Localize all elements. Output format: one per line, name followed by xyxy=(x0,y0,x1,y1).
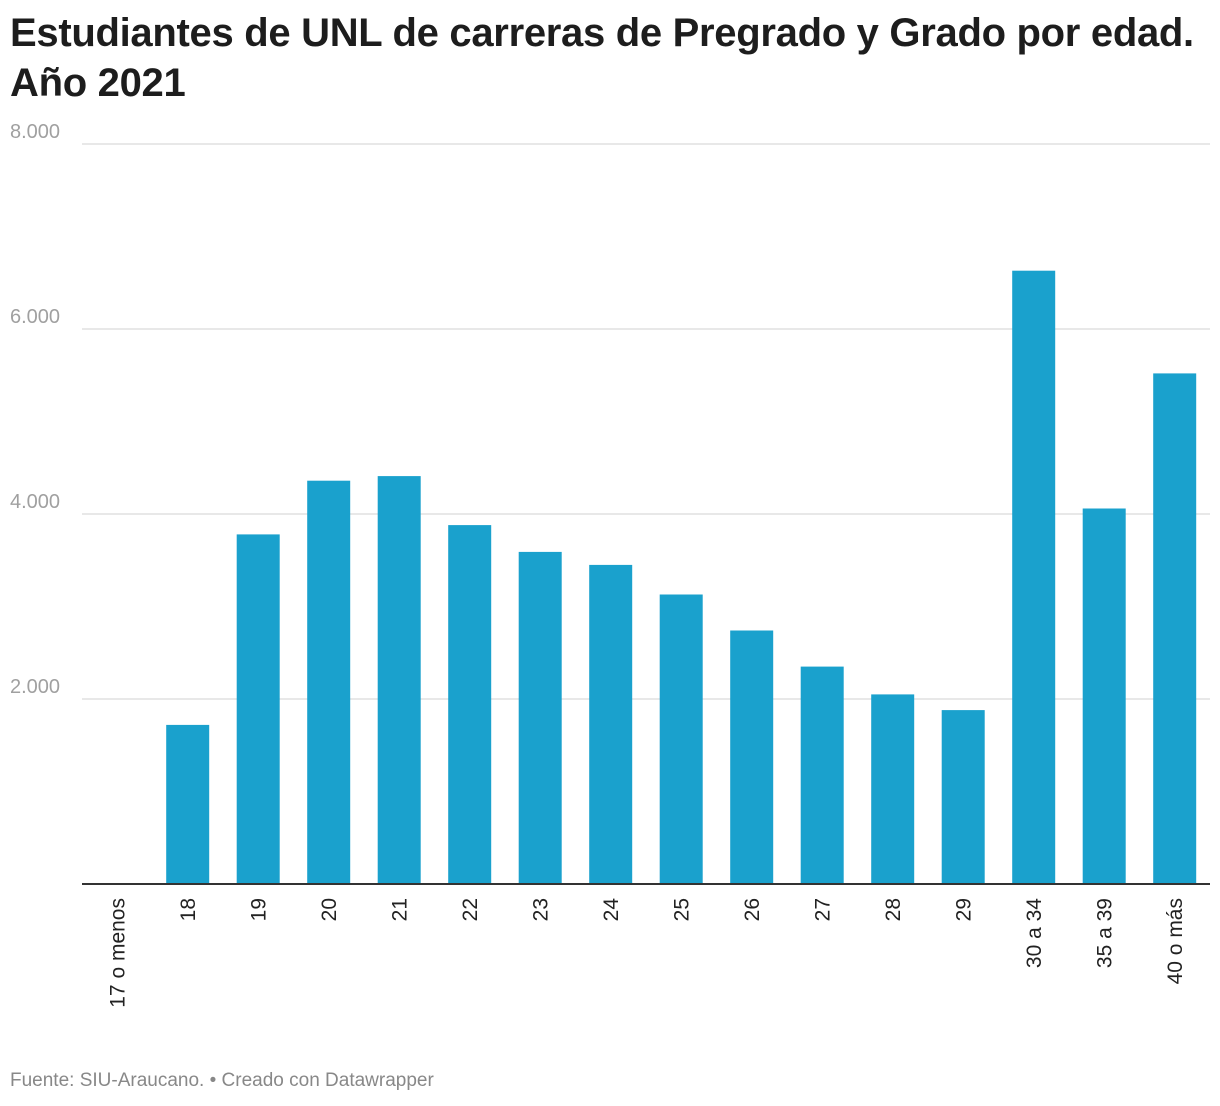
x-tick-label: 30 a 34 xyxy=(1023,898,1046,968)
x-tick-label: 23 xyxy=(529,898,552,921)
y-tick-label: 8.000 xyxy=(10,121,60,143)
bar-20 xyxy=(307,480,351,884)
x-tick-label: 26 xyxy=(741,898,764,921)
bar-28 xyxy=(871,694,915,884)
x-tick-label: 28 xyxy=(882,898,905,921)
source-note: Fuente: SIU-Araucano. • Creado con Dataw… xyxy=(10,1070,434,1091)
y-tick-label: 4.000 xyxy=(10,491,60,513)
x-tick-label: 20 xyxy=(318,898,341,921)
bar-22 xyxy=(448,525,492,884)
x-tick-label: 19 xyxy=(247,898,270,921)
x-tick-label: 21 xyxy=(388,898,411,921)
x-tick-label: 27 xyxy=(811,898,834,921)
bar-25 xyxy=(659,594,703,884)
bar-35-a-39 xyxy=(1082,508,1126,884)
bar-23 xyxy=(518,551,562,884)
bar-27 xyxy=(800,666,844,884)
bar-24 xyxy=(589,564,633,884)
x-tick-label: 25 xyxy=(670,898,693,921)
bar-40-o-más xyxy=(1153,373,1197,884)
x-tick-label: 17 o menos xyxy=(106,898,129,1008)
chart-title: Estudiantes de UNL de carreras de Pregra… xyxy=(10,11,1194,105)
bar-26 xyxy=(730,630,774,884)
bar-19 xyxy=(236,534,280,884)
bar-29 xyxy=(941,710,985,884)
category-labels: 17 o menos 18 19 20 21 22 23 24 25 26 27 28 29 30 a 3… xyxy=(106,898,1187,1008)
bars xyxy=(166,270,1197,884)
x-tick-label: 35 a 39 xyxy=(1093,898,1116,968)
y-tick-label: 2.000 xyxy=(10,676,60,698)
x-tick-label: 24 xyxy=(600,898,623,922)
x-tick-label: 29 xyxy=(952,898,975,921)
x-tick-label: 18 xyxy=(177,898,200,921)
bar-30-a-34 xyxy=(1012,270,1056,884)
bar-18 xyxy=(166,724,210,884)
y-tick-label: 6.000 xyxy=(10,306,60,328)
x-tick-label: 40 o más xyxy=(1164,898,1187,984)
bar-21 xyxy=(377,476,421,884)
x-tick-label: 22 xyxy=(459,898,482,921)
